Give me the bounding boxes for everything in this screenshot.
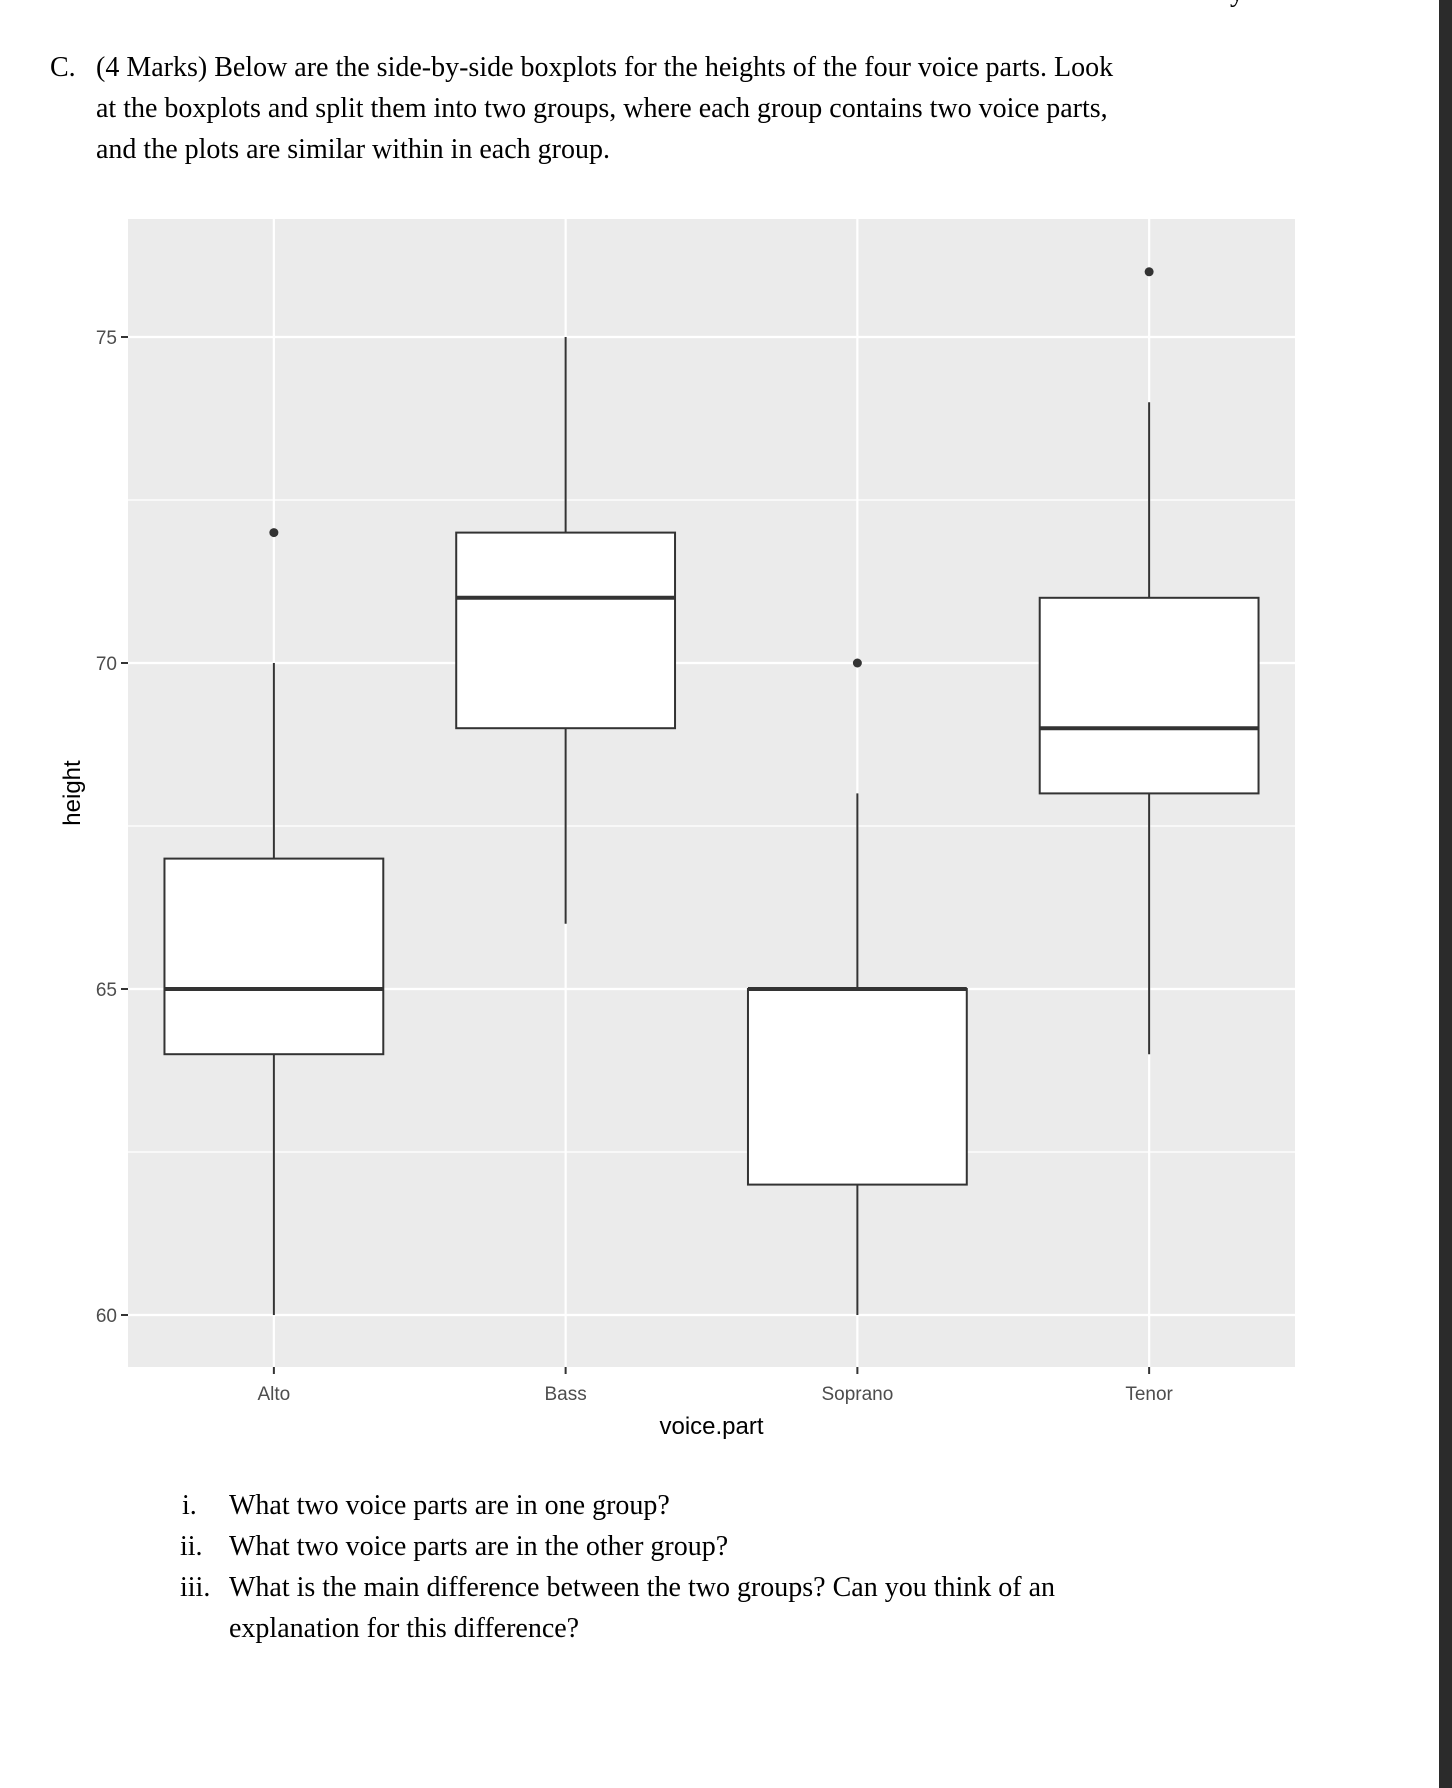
- y-tick-label: 75: [96, 328, 117, 349]
- question-text-line-1: (4 Marks) Below are the side-by-side box…: [96, 52, 1114, 83]
- outlier-point: [269, 528, 279, 538]
- y-tick-label: 60: [96, 1306, 117, 1327]
- clipped-previous-line-glyph: y: [1230, 0, 1244, 8]
- x-axis-title: voice.part: [659, 1413, 763, 1440]
- outlier-point: [1144, 267, 1154, 277]
- x-tick-label: Alto: [258, 1384, 291, 1405]
- subquestion-number: iii.: [180, 1572, 211, 1603]
- question-text-line-2: at the boxplots and split them into two …: [96, 93, 1108, 124]
- subquestion-text-line-2: explanation for this difference?: [229, 1613, 580, 1644]
- question-label: C.: [50, 52, 76, 83]
- subquestion-text-line-1: What is the main difference between the …: [229, 1572, 1056, 1603]
- scrollbar[interactable]: [1439, 0, 1452, 1788]
- box-iqr: [163, 857, 385, 1056]
- x-tick-label: Tenor: [1125, 1384, 1173, 1405]
- x-tick-label: Soprano: [821, 1384, 893, 1405]
- box-iqr: [1038, 596, 1260, 795]
- outlier-point: [852, 658, 862, 668]
- question-text-line-3: and the plots are similar within in each…: [96, 134, 610, 165]
- y-tick-label: 65: [96, 980, 117, 1001]
- box-iqr: [455, 531, 677, 730]
- y-axis-title: height: [59, 760, 86, 826]
- boxplot-chart: 60 65 70 75 Alto Bass Soprano Tenor voice.part he…: [59, 219, 1295, 1440]
- subquestion-number: ii.: [180, 1531, 203, 1562]
- subquestion-text: What two voice parts are in the other gr…: [229, 1531, 729, 1562]
- subquestion-number: i.: [182, 1490, 197, 1521]
- box-iqr: [746, 988, 968, 1186]
- subquestion-text: What two voice parts are in one group?: [229, 1490, 670, 1521]
- y-tick-label: 70: [96, 654, 117, 675]
- x-tick-label: Bass: [545, 1384, 587, 1405]
